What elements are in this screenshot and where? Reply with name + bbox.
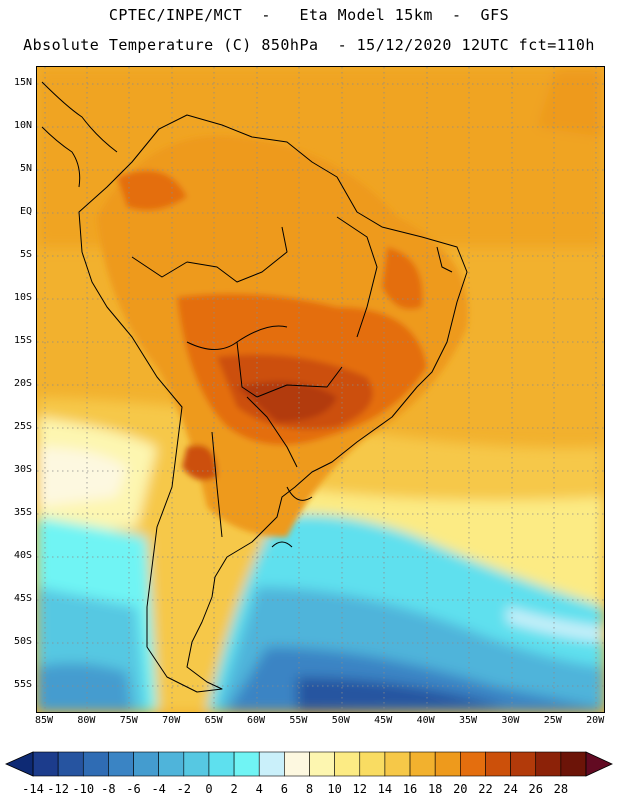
colorbar-label: -2: [176, 782, 192, 796]
lon-label: 50W: [331, 715, 350, 726]
colorbar-cell: [284, 751, 310, 777]
colorbar-cell: [384, 751, 411, 777]
lon-label: 75W: [119, 715, 138, 726]
south-america-coastline: [78, 114, 468, 693]
colorbar-cell: [133, 751, 159, 777]
lon-label: 85W: [34, 715, 54, 726]
colorbar-label: 24: [503, 782, 518, 796]
lon-label: 40W: [416, 715, 435, 726]
lon-label: 70W: [162, 715, 181, 726]
colorbar-label: 20: [453, 782, 468, 796]
lat-label: 20S: [13, 378, 32, 389]
colorbar-label: 2: [230, 782, 238, 796]
colorbar-label: 12: [352, 782, 367, 796]
colorbar-cell: [485, 751, 511, 777]
colorbar-cell: [409, 751, 436, 777]
lat-label: 10N: [13, 120, 32, 131]
lon-label: 25W: [543, 715, 562, 726]
colorbar-cell: [82, 751, 109, 777]
colorbar-cell: [510, 751, 537, 777]
lon-label: 65W: [204, 715, 223, 726]
colorbar-cell: [359, 751, 386, 777]
lat-label: 25S: [13, 421, 32, 432]
colorbar-cell: [233, 751, 260, 777]
colorbar-cell: [32, 751, 59, 777]
lon-label: 60W: [246, 715, 266, 726]
colorbar-label: -10: [72, 782, 95, 796]
colorbar-label: 0: [205, 782, 213, 796]
lat-label: EQ: [19, 206, 32, 217]
colorbar-cell: [309, 751, 335, 777]
triangle-right-icon: [585, 751, 613, 777]
colorbar-cell: [460, 751, 486, 777]
colorbar-cell: [158, 751, 185, 777]
lat-label: 5N: [19, 163, 32, 174]
colorbar-label: -4: [151, 782, 166, 796]
colorbar-label: -6: [126, 782, 141, 796]
temperature-colorbar: [5, 751, 613, 777]
colorbar-cell: [57, 751, 84, 777]
colorbar-cell: [535, 751, 562, 777]
map-title: CPTEC/INPE/MCT - Eta Model 15km - GFS: [108, 6, 510, 24]
lat-label: 15S: [13, 335, 32, 346]
colorbar-label: 18: [427, 782, 443, 796]
lat-label: 55S: [13, 679, 32, 690]
colorbar-label: 26: [528, 782, 543, 796]
lon-label: 55W: [289, 715, 308, 726]
colorbar-cell: [258, 751, 285, 777]
colorbar-label: 16: [402, 782, 418, 796]
lat-label: 30S: [13, 464, 32, 475]
colorbar-label: 22: [478, 782, 493, 796]
lat-label: 45S: [13, 593, 32, 604]
colorbar-cell: [208, 751, 235, 777]
colorbar-label: 4: [255, 782, 263, 796]
colorbar-label: -12: [47, 782, 69, 796]
lat-label: 10S: [13, 292, 32, 303]
map-panel: [36, 66, 605, 713]
colorbar-cell: [560, 751, 587, 777]
triangle-left-icon: [5, 751, 34, 777]
colorbar-cell: [334, 751, 361, 777]
colorbar-cell: [434, 751, 461, 777]
colorbar-label: 14: [377, 782, 393, 796]
lat-label: 5S: [19, 249, 32, 260]
lon-label: 80W: [77, 715, 96, 726]
temperature-field: [37, 67, 604, 712]
lat-label: 50S: [13, 636, 32, 647]
colorbar-label: 6: [280, 782, 288, 796]
lon-label: 35W: [458, 715, 478, 726]
lon-label: 20W: [586, 715, 605, 726]
map-subtitle: Absolute Temperature (C) 850hPa - 15/12/…: [23, 36, 595, 54]
colorbar-label: 28: [553, 782, 569, 796]
lat-label: 40S: [13, 550, 32, 561]
colorbar-label: -14: [22, 782, 44, 796]
lat-label: 15N: [13, 77, 32, 88]
colorbar-cell: [183, 751, 210, 777]
colorbar-label: 8: [305, 782, 314, 796]
colorbar-label: -8: [101, 782, 116, 796]
lon-label: 45W: [374, 715, 393, 726]
colorbar-cell: [108, 751, 134, 777]
lat-label: 35S: [13, 507, 32, 518]
lon-label: 30W: [501, 715, 520, 726]
colorbar-label: 10: [327, 782, 342, 796]
